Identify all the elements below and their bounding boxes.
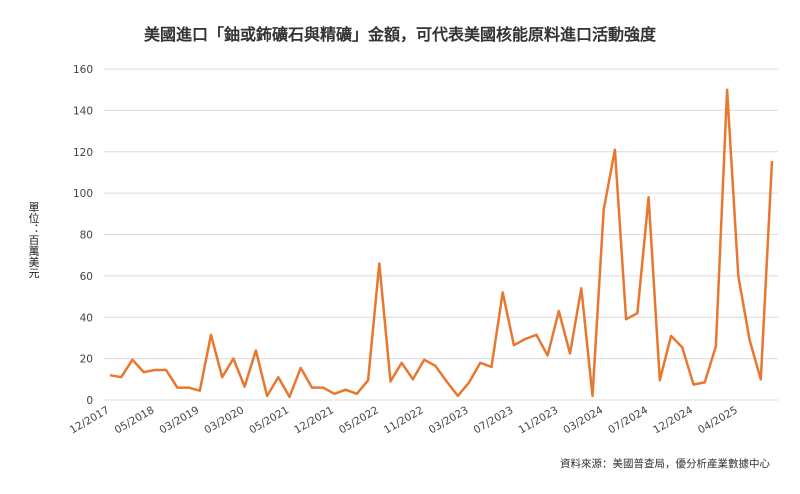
x-tick-label: 03/2023 [427,404,471,436]
x-tick-label: 04/2025 [696,404,740,436]
y-tick-label: 120 [73,147,93,159]
y-tick-label: 60 [80,271,93,283]
y-tick-label: 140 [73,105,93,117]
x-tick-label: 03/2020 [202,404,246,436]
y-tick-label: 20 [80,354,93,366]
x-tick-label: 05/2021 [247,404,291,436]
x-tick-label: 03/2019 [157,404,201,436]
x-tick-label: 07/2023 [472,404,516,436]
x-tick-label: 12/2017 [68,404,112,436]
y-tick-label: 40 [80,312,93,324]
y-tick-label: 100 [73,188,93,200]
y-tick-label: 0 [86,395,93,407]
chart-title: 美國進口「鈾或鈽礦石與精礦」金額，可代表美國核能原料進口活動強度 [144,25,657,44]
x-tick-label: 11/2023 [517,404,561,436]
data-line [109,88,774,399]
x-tick-label: 05/2018 [113,404,157,436]
source-note: 資料來源：美國普查局，優分析產業數據中心 [560,457,770,470]
y-tick-label: 80 [80,230,93,242]
y-axis-label: 單位：百萬美元 [27,201,40,278]
x-tick-label: 11/2022 [382,404,426,436]
x-tick-label: 07/2024 [606,404,650,436]
y-tick-label: 160 [73,64,93,76]
x-tick-label: 12/2021 [292,404,336,436]
x-tick-label: 05/2022 [337,404,381,436]
x-tick-label: 03/2024 [561,404,605,436]
x-tick-label: 12/2024 [651,404,695,436]
